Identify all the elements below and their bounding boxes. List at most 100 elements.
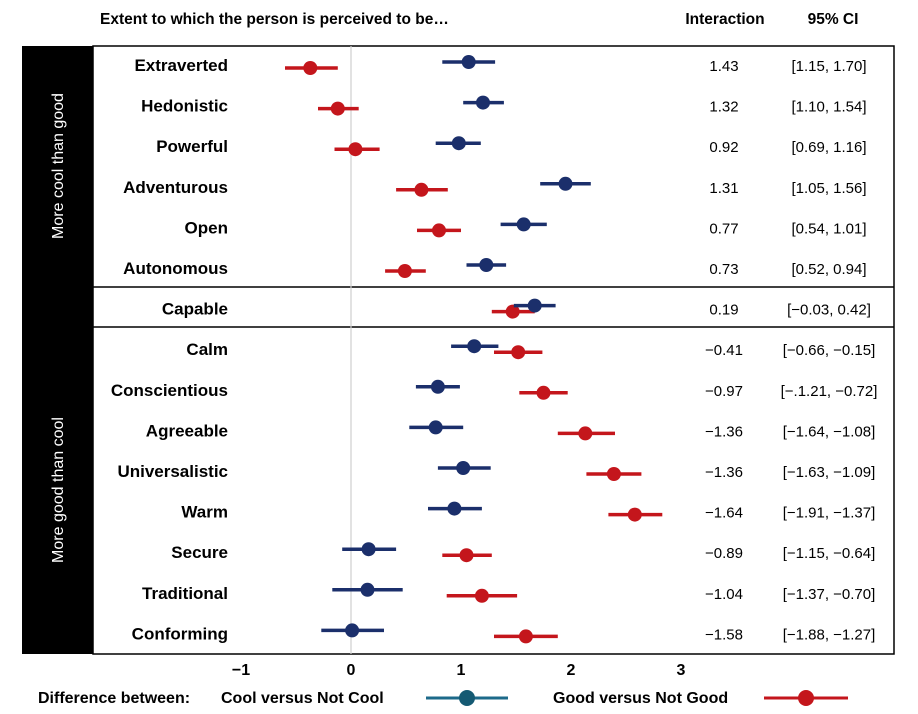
ci-value: [1.10, 1.54] bbox=[791, 99, 866, 116]
cool-estimate-point bbox=[430, 379, 445, 394]
row-traditional: Traditional −1.04 [−1.37, −0.70] bbox=[142, 582, 876, 603]
interaction-value: −1.36 bbox=[705, 423, 743, 440]
ci-value: [−1.88, −1.27] bbox=[783, 626, 876, 643]
good-estimate-point bbox=[459, 548, 474, 563]
x-tick-label: 1 bbox=[457, 662, 466, 679]
ci-value: [−0.66, −0.15] bbox=[783, 342, 876, 359]
x-tick-label: 3 bbox=[677, 662, 686, 679]
row-adventurous: Adventurous 1.31 [1.05, 1.56] bbox=[123, 176, 867, 197]
good-estimate-point bbox=[348, 142, 363, 157]
trait-label: Extraverted bbox=[134, 56, 228, 75]
legend-label-good: Good versus Not Good bbox=[553, 690, 728, 707]
trait-label: Hedonistic bbox=[141, 97, 228, 116]
cool-estimate-point bbox=[345, 623, 360, 638]
good-estimate-point bbox=[330, 101, 345, 116]
row-agreeable: Agreeable −1.36 [−1.64, −1.08] bbox=[146, 420, 876, 441]
good-estimate-point bbox=[536, 385, 551, 400]
row-conscientious: Conscientious −0.97 [−.1.21, −0.72] bbox=[111, 379, 878, 400]
interaction-value: −0.41 bbox=[705, 342, 743, 359]
trait-label: Adventurous bbox=[123, 178, 228, 197]
trait-label: Conforming bbox=[132, 624, 228, 643]
chart-title: Extent to which the person is perceived … bbox=[100, 11, 449, 28]
trait-label: Secure bbox=[171, 543, 228, 562]
ci-value: [−1.37, −0.70] bbox=[783, 586, 876, 603]
ci-value: [−1.63, −1.09] bbox=[783, 464, 876, 481]
interaction-value: −1.58 bbox=[705, 626, 743, 643]
legend-swatch-good-dot bbox=[798, 690, 814, 706]
ci-value: [0.52, 0.94] bbox=[791, 261, 866, 278]
good-estimate-point bbox=[511, 345, 526, 360]
interaction-column-header: Interaction bbox=[685, 11, 764, 28]
cool-estimate-point bbox=[461, 55, 476, 69]
ci-value: [−0.03, 0.42] bbox=[787, 302, 871, 319]
ci-value: [0.54, 1.01] bbox=[791, 220, 866, 237]
good-estimate-point bbox=[397, 264, 412, 278]
interaction-value: 0.77 bbox=[709, 220, 738, 237]
trait-label: Agreeable bbox=[146, 421, 228, 440]
row-calm: Calm −0.41 [−0.66, −0.15] bbox=[186, 339, 876, 360]
interaction-value: −0.89 bbox=[705, 545, 743, 562]
cool-estimate-point bbox=[476, 95, 490, 110]
row-hedonistic: Hedonistic 1.32 [1.10, 1.54] bbox=[141, 95, 867, 116]
plot-frame bbox=[92, 45, 895, 655]
trait-label: Capable bbox=[162, 300, 228, 319]
good-estimate-point bbox=[505, 304, 520, 319]
good-estimate-point bbox=[303, 61, 318, 75]
good-estimate-point bbox=[606, 467, 621, 481]
good-estimate-point bbox=[474, 588, 489, 603]
group-sidebar bbox=[22, 46, 93, 654]
interaction-value: 1.43 bbox=[709, 58, 738, 75]
good-estimate-point bbox=[627, 507, 642, 522]
row-powerful: Powerful 0.92 [0.69, 1.16] bbox=[156, 136, 867, 157]
cool-estimate-point bbox=[558, 176, 573, 191]
cool-estimate-point bbox=[527, 298, 542, 313]
ci-value: [−.1.21, −0.72] bbox=[781, 383, 878, 400]
cool-estimate-point bbox=[361, 542, 376, 557]
trait-label: Warm bbox=[181, 503, 228, 522]
row-autonomous: Autonomous 0.73 [0.52, 0.94] bbox=[123, 258, 867, 278]
ci-value: [−1.91, −1.37] bbox=[783, 505, 876, 522]
group-label-cool: More cool than good bbox=[50, 93, 67, 239]
good-estimate-point bbox=[432, 223, 446, 238]
trait-label: Powerful bbox=[156, 137, 228, 156]
interaction-value: −0.97 bbox=[705, 383, 743, 400]
good-estimate-point bbox=[414, 182, 429, 197]
ci-value: [−1.15, −0.64] bbox=[783, 545, 876, 562]
legend-label-cool: Cool versus Not Cool bbox=[221, 690, 384, 707]
row-capable: Capable 0.19 [−0.03, 0.42] bbox=[162, 298, 871, 319]
row-open: Open 0.77 [0.54, 1.01] bbox=[185, 217, 867, 238]
interaction-value: 0.92 bbox=[709, 139, 738, 156]
row-universalistic: Universalistic −1.36 [−1.63, −1.09] bbox=[117, 461, 875, 481]
trait-label: Universalistic bbox=[117, 462, 228, 481]
trait-label: Autonomous bbox=[123, 259, 228, 278]
interaction-value: 1.31 bbox=[709, 180, 738, 197]
x-tick-label: 2 bbox=[567, 662, 576, 679]
ci-value: [−1.64, −1.08] bbox=[783, 423, 876, 440]
cool-estimate-point bbox=[516, 217, 531, 232]
cool-estimate-point bbox=[447, 501, 462, 516]
cool-estimate-point bbox=[428, 420, 443, 435]
interaction-value: 1.32 bbox=[709, 99, 738, 116]
row-extraverted: Extraverted 1.43 [1.15, 1.70] bbox=[134, 55, 867, 75]
row-secure: Secure −0.89 [−1.15, −0.64] bbox=[171, 542, 876, 563]
ci-value: [1.05, 1.56] bbox=[791, 180, 866, 197]
interaction-value: 0.19 bbox=[709, 302, 738, 319]
interaction-value: 0.73 bbox=[709, 261, 738, 278]
row-warm: Warm −1.64 [−1.91, −1.37] bbox=[181, 501, 876, 522]
interaction-value: −1.04 bbox=[705, 586, 743, 603]
interaction-value: −1.64 bbox=[705, 505, 743, 522]
cool-estimate-point bbox=[451, 136, 466, 151]
ci-value: [1.15, 1.70] bbox=[791, 58, 866, 75]
good-estimate-point bbox=[518, 629, 533, 644]
cool-estimate-point bbox=[479, 258, 494, 272]
trait-label: Calm bbox=[186, 340, 228, 359]
good-estimate-point bbox=[578, 426, 593, 441]
legend-swatch-cool-dot bbox=[459, 690, 475, 706]
ci-value: [0.69, 1.16] bbox=[791, 139, 866, 156]
trait-label: Traditional bbox=[142, 584, 228, 603]
trait-label: Conscientious bbox=[111, 381, 228, 400]
cool-estimate-point bbox=[456, 461, 471, 475]
ci-column-header: 95% CI bbox=[808, 11, 859, 28]
x-tick-label: 0 bbox=[347, 662, 356, 679]
